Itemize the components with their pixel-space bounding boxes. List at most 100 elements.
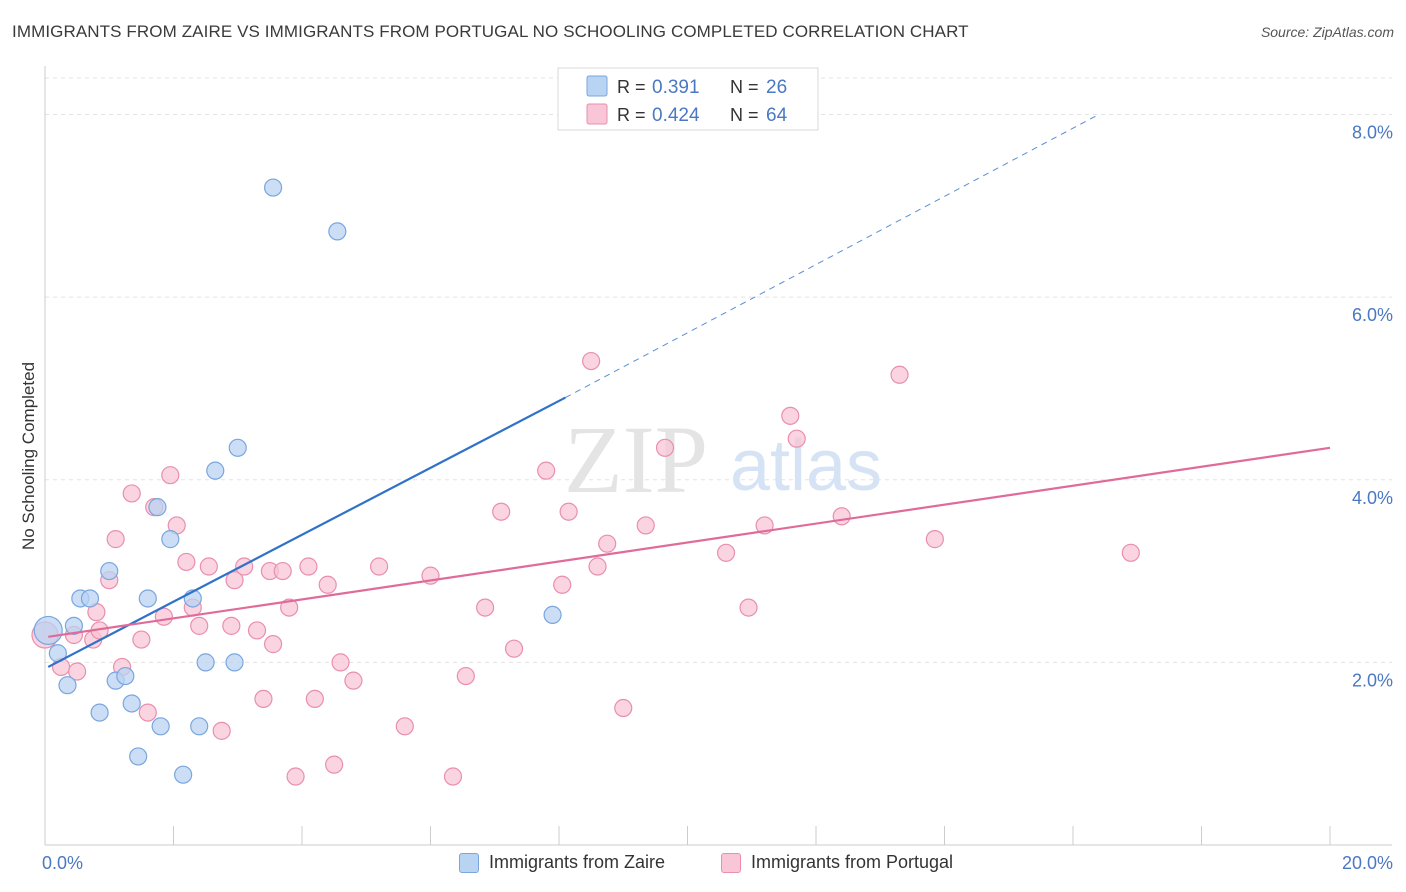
watermark-atlas: atlas bbox=[730, 426, 882, 506]
portugal-point bbox=[614, 698, 633, 718]
portugal-point bbox=[305, 689, 324, 709]
zaire-point bbox=[58, 676, 77, 695]
zaire-point bbox=[100, 561, 119, 581]
portugal-point bbox=[273, 561, 292, 581]
portugal-point bbox=[247, 621, 267, 640]
portugal-point bbox=[890, 365, 909, 384]
legend-swatch-zaire bbox=[586, 75, 608, 97]
portugal-point bbox=[716, 543, 736, 562]
portugal-point bbox=[787, 429, 806, 448]
legend-n-label: N = bbox=[730, 105, 759, 125]
zaire-point bbox=[116, 666, 135, 686]
y-tick-labels: 2.0% 4.0% 6.0% 8.0% bbox=[1352, 123, 1393, 691]
legend-r-value: 0.391 bbox=[652, 77, 700, 98]
portugal-trend-line bbox=[48, 446, 1331, 638]
zaire-point bbox=[80, 589, 100, 608]
portugal-point bbox=[395, 717, 414, 736]
portugal-point bbox=[199, 557, 218, 576]
y-tick-label: 8.0% bbox=[1352, 123, 1393, 143]
legend-r-label: R = bbox=[617, 105, 646, 125]
portugal-point bbox=[504, 639, 524, 658]
portugal-point bbox=[331, 653, 350, 672]
legend-n-value: 64 bbox=[766, 105, 788, 126]
legend-item-zaire[interactable]: Immigrants from Zaire bbox=[459, 852, 665, 873]
portugal-point bbox=[177, 552, 196, 572]
watermark: ZIP atlas bbox=[564, 406, 882, 513]
portugal-point bbox=[492, 502, 511, 521]
portugal-point bbox=[925, 530, 944, 549]
legend-swatch-portugal bbox=[721, 852, 741, 873]
zaire-point bbox=[328, 222, 347, 241]
zaire-point bbox=[543, 605, 562, 625]
zaire-point bbox=[174, 765, 193, 784]
portugal-point bbox=[318, 575, 337, 594]
portugal-point bbox=[225, 571, 244, 590]
trend-lines bbox=[47, 114, 1331, 668]
zaire-point bbox=[196, 653, 215, 672]
zaire-point bbox=[228, 438, 247, 457]
portugal-point bbox=[559, 502, 578, 521]
portugal-point bbox=[443, 767, 463, 786]
legend-item-portugal[interactable]: Immigrants from Portugal bbox=[721, 852, 953, 873]
legend-swatch-portugal bbox=[586, 103, 608, 125]
x-tick-label-min: 0.0% bbox=[42, 853, 83, 873]
portugal-point bbox=[161, 466, 180, 485]
portugal-point bbox=[832, 507, 851, 526]
zaire-point bbox=[33, 615, 63, 646]
axes bbox=[44, 66, 1392, 846]
y-tick-label: 2.0% bbox=[1352, 670, 1393, 690]
portugal-point bbox=[132, 630, 151, 649]
zaire-point bbox=[161, 530, 180, 549]
watermark-zip: ZIP bbox=[564, 406, 708, 513]
portugal-point bbox=[325, 755, 344, 774]
portugal-point bbox=[655, 438, 675, 457]
portugal-point bbox=[553, 575, 572, 594]
portugal-point bbox=[636, 516, 655, 535]
zaire-point bbox=[225, 653, 244, 672]
y-axis-title: No Schooling Completed bbox=[19, 362, 38, 550]
zaire-point bbox=[206, 461, 225, 480]
series-legend: Immigrants from Zaire Immigrants from Po… bbox=[0, 852, 1406, 876]
x-tick-label-max: 20.0% bbox=[1342, 853, 1393, 873]
legend-swatch-zaire bbox=[459, 852, 479, 873]
zaire-point bbox=[148, 498, 167, 517]
portugal-point bbox=[476, 598, 495, 617]
portugal-point bbox=[1121, 543, 1140, 562]
portugal-point bbox=[598, 534, 617, 553]
legend-label-portugal: Immigrants from Portugal bbox=[751, 852, 954, 872]
zaire-point bbox=[122, 694, 141, 713]
portugal-point bbox=[222, 616, 241, 635]
portugal-point bbox=[582, 351, 601, 371]
portugal-point bbox=[280, 598, 299, 617]
source-label: Source: ZipAtlas.com bbox=[1260, 24, 1394, 40]
zaire-trend-line bbox=[47, 396, 566, 668]
portugal-point bbox=[286, 767, 305, 786]
legend-r-value: 0.424 bbox=[652, 105, 700, 126]
zaire-point bbox=[129, 747, 148, 766]
zaire-point bbox=[90, 703, 109, 722]
portugal-point bbox=[537, 461, 556, 480]
zaire-trend-extension bbox=[565, 114, 1099, 399]
legend-label-zaire: Immigrants from Zaire bbox=[489, 852, 666, 872]
portugal-point bbox=[588, 557, 607, 576]
zaire-point bbox=[151, 717, 170, 736]
zaire-points bbox=[33, 178, 562, 784]
correlation-legend: R = 0.391 N = 26 R = 0.424 N = 64 bbox=[557, 67, 819, 131]
y-tick-label: 6.0% bbox=[1352, 305, 1393, 325]
portugal-point bbox=[739, 598, 758, 617]
zaire-point bbox=[64, 616, 84, 635]
portugal-point bbox=[212, 721, 231, 740]
legend-r-label: R = bbox=[617, 77, 646, 97]
portugal-point bbox=[299, 557, 318, 576]
portugal-point bbox=[781, 406, 800, 425]
chart-title: IMMIGRANTS FROM ZAIRE VS IMMIGRANTS FROM… bbox=[12, 22, 969, 41]
portugal-point bbox=[254, 689, 273, 709]
zaire-point bbox=[263, 178, 283, 197]
portugal-point bbox=[456, 666, 475, 686]
portugal-point bbox=[138, 703, 157, 722]
portugal-point bbox=[122, 484, 141, 503]
portugal-point bbox=[370, 557, 389, 576]
portugal-point bbox=[190, 616, 209, 635]
zaire-point bbox=[138, 589, 157, 608]
